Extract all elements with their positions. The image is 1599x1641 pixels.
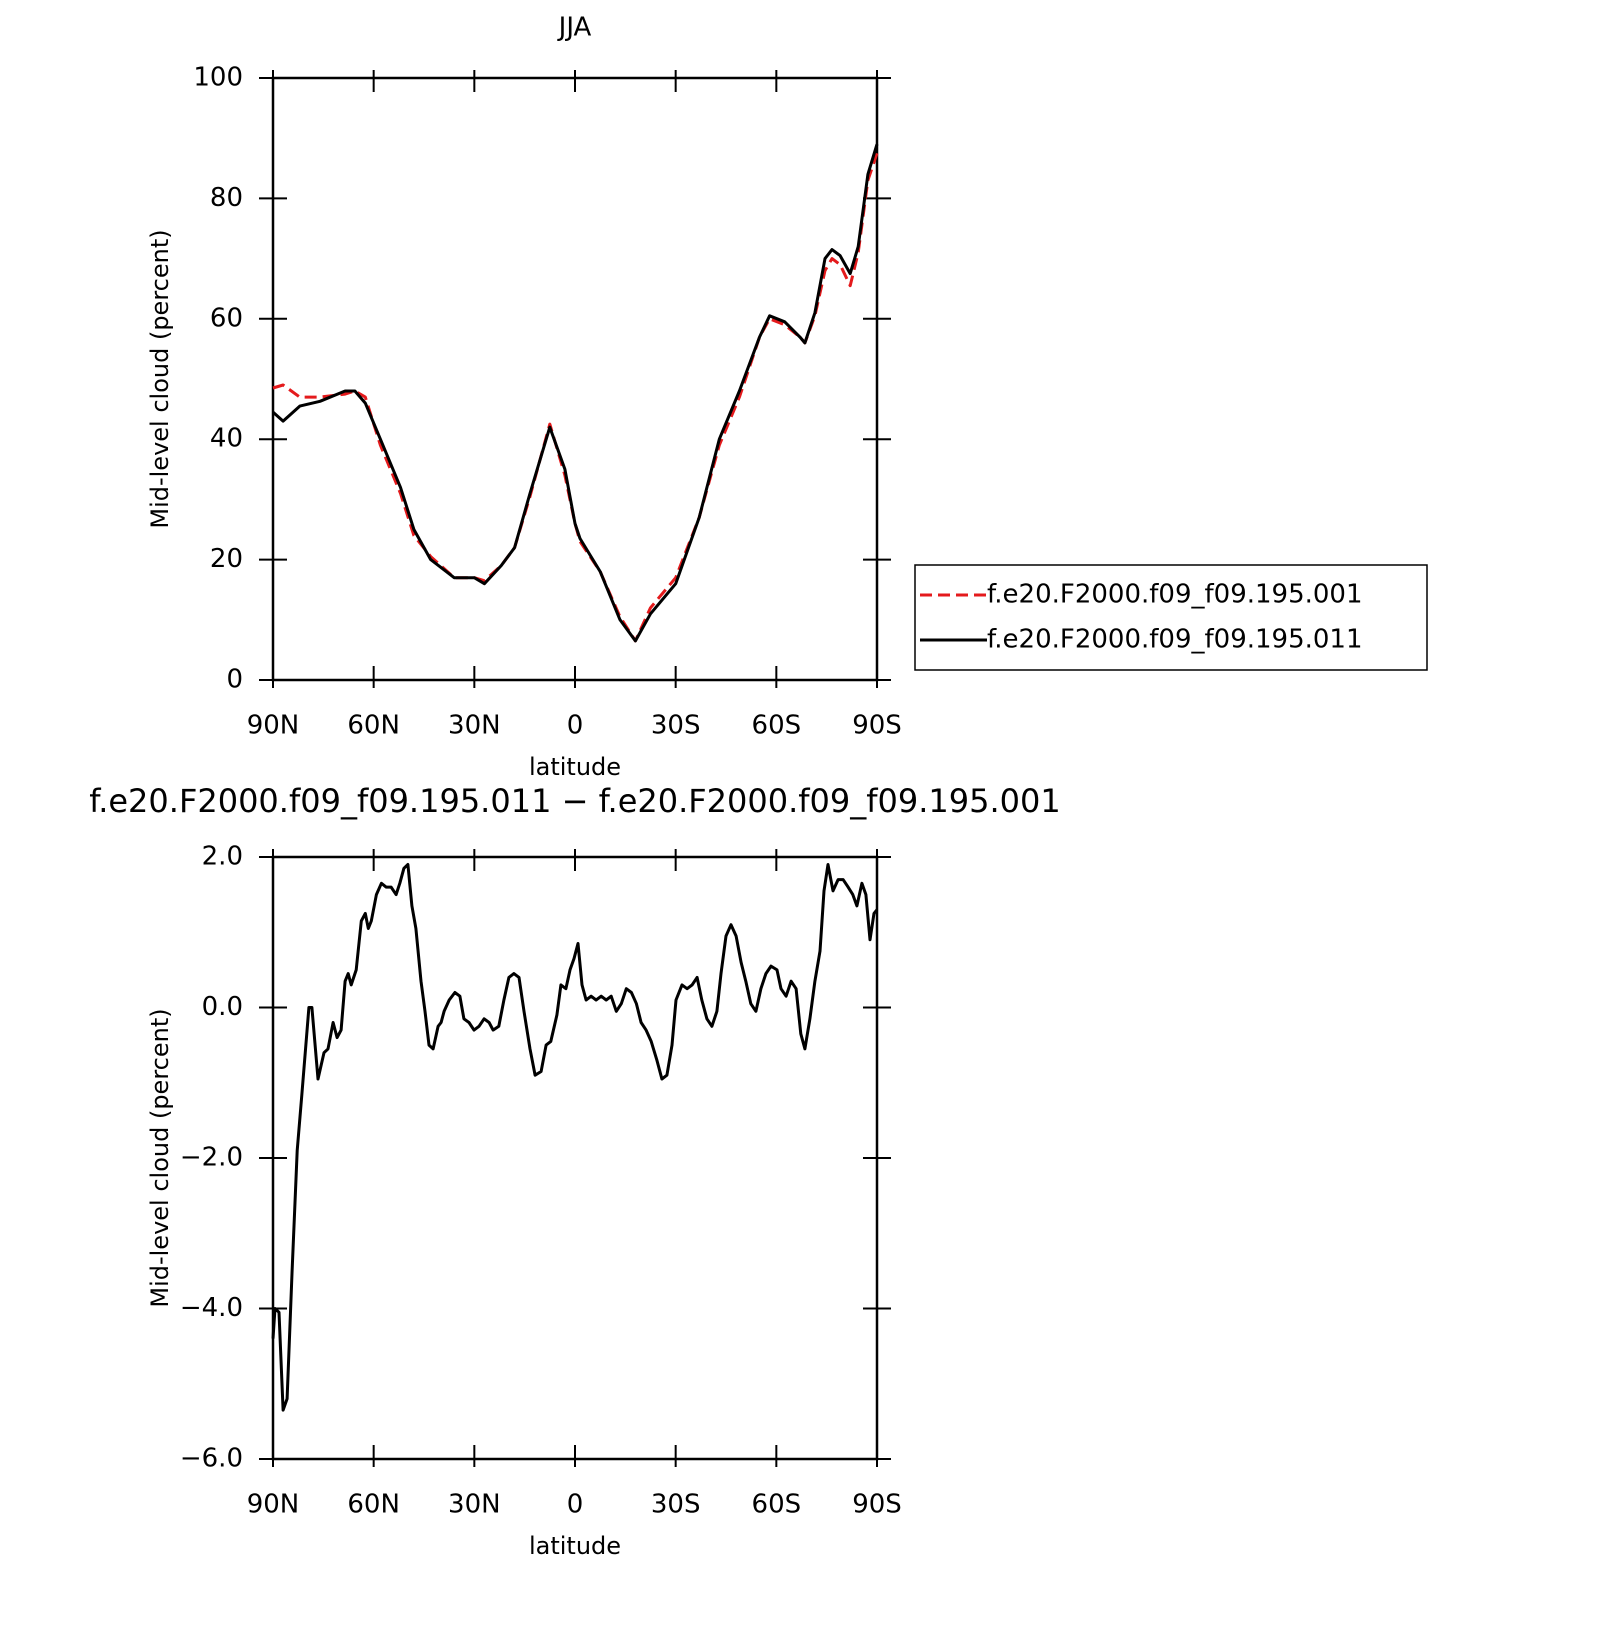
legend: f.e20.F2000.f09_f09.195.001 f.e20.F2000.f… — [914, 564, 1428, 671]
y-tick-label: 40 — [210, 424, 243, 454]
y-tick-label: −2.0 — [180, 1143, 243, 1173]
data-line — [272, 152, 879, 643]
x-tick-label: 90N — [247, 711, 300, 741]
x-tick-label: 0 — [567, 1490, 584, 1520]
legend-box — [914, 564, 1428, 671]
x-tick-label: 30S — [651, 1490, 701, 1520]
x-tick-label: 60S — [752, 1490, 802, 1520]
y-tick-label: −6.0 — [180, 1444, 243, 1474]
y-axis-label: Mid-level cloud (percent) — [146, 229, 174, 528]
x-axis-label: latitude — [529, 1532, 621, 1560]
plot-frame — [271, 855, 879, 1461]
x-tick-label: 30S — [651, 711, 701, 741]
x-tick-label: 60S — [752, 711, 802, 741]
x-tick-label: 90S — [852, 1490, 902, 1520]
y-axis-label: Mid-level cloud (percent) — [146, 1008, 174, 1307]
x-tick-label: 90S — [852, 711, 902, 741]
y-tick-label: 0.0 — [202, 992, 243, 1022]
y-tick-label: 20 — [210, 544, 243, 574]
x-tick-label: 30N — [448, 711, 501, 741]
y-tick-label: 2.0 — [202, 842, 243, 872]
x-tick-label: 0 — [567, 711, 584, 741]
y-tick-label: 100 — [193, 63, 243, 93]
y-tick-label: 60 — [210, 303, 243, 333]
data-line — [271, 863, 879, 1412]
legend-label: f.e20.F2000.f09_f09.195.011 — [987, 625, 1363, 655]
chart-title: f.e20.F2000.f09_f09.195.011 − f.e20.F200… — [89, 782, 1061, 820]
x-tick-label: 60N — [347, 1490, 400, 1520]
x-tick-label: 30N — [448, 1490, 501, 1520]
x-tick-label: 90N — [247, 1490, 300, 1520]
data-line — [272, 143, 879, 643]
y-tick-label: 0 — [226, 665, 243, 695]
x-tick-label: 60N — [347, 711, 400, 741]
y-tick-label: 80 — [210, 183, 243, 213]
y-tick-label: −4.0 — [180, 1293, 243, 1323]
plot-frame — [271, 76, 879, 682]
x-axis-label: latitude — [529, 753, 621, 781]
chart-title: JJA — [557, 13, 592, 43]
legend-label: f.e20.F2000.f09_f09.195.001 — [987, 580, 1363, 610]
